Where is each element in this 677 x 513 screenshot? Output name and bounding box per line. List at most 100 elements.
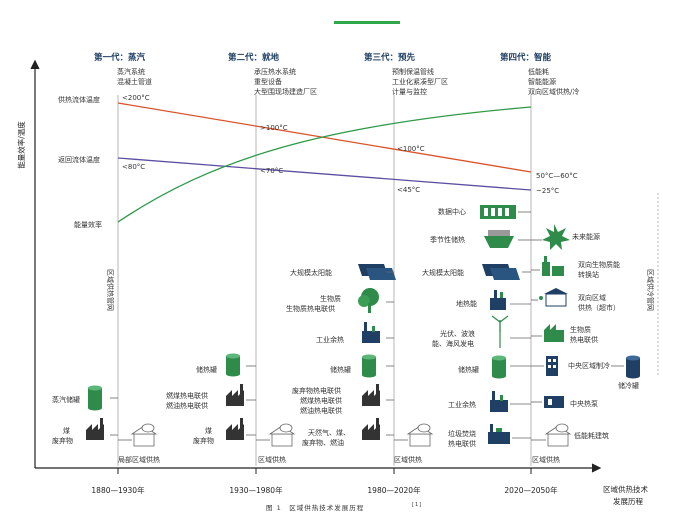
return-temp-gen4: ~25°C — [536, 187, 559, 195]
gen1-title: 第一代：蒸汽 — [94, 52, 146, 63]
gen4-title: 第四代：智能 — [500, 52, 552, 63]
period-1: 1880—1930年 — [91, 485, 145, 495]
gen4-data-center-label: 数据中心 — [438, 207, 466, 216]
return-temp-gen1: <80°C — [122, 163, 145, 171]
gen4-central-cooling-label: 中央区域制冷 — [568, 361, 610, 370]
gen4-central-heat-pump-label: 中央热泵 — [570, 399, 598, 408]
gen4-incineration-label-1: 垃圾焚烧 — [448, 429, 476, 438]
x-ticks — [117, 468, 532, 474]
gen4-future-energy-label: 未来能源 — [572, 232, 600, 241]
supply-temperature-curve — [117, 102, 532, 173]
building-icon — [544, 423, 572, 447]
data-center-icon — [480, 205, 516, 219]
gen3-solar-label: 大规模太阳能 — [290, 268, 332, 277]
gen1-connectors — [110, 397, 132, 441]
gen2-district-heating-label: 区域供热 — [258, 455, 286, 464]
gen4-left-system: 数据中心 季节性储热 大规模太阳能 地热能 光伏、波浪 能、海风发电 — [422, 205, 531, 448]
gen3-industrial-heat-label: 工业余热 — [316, 335, 344, 344]
gen3-title: 第三代：预先 — [364, 52, 416, 63]
supply-temp-gen2: >100°C — [260, 124, 288, 132]
energy-efficiency-curve — [117, 106, 532, 223]
gen4-low-energy-building-label: 低能耗建筑 — [574, 431, 609, 440]
gen3-desc-3: 计量与监控 — [392, 87, 427, 96]
factory-icon — [86, 418, 104, 440]
gen3-oil-chp-label: 燃油热电联供 — [300, 406, 342, 415]
gen4-renewable-label-2: 能、海风发电 — [432, 339, 474, 348]
building-icon — [130, 423, 158, 447]
gen4-bio-conversion-label-2: 转换站 — [578, 270, 599, 279]
heat-pump-icon — [544, 396, 564, 408]
gen1-system: 蒸汽储罐 煤 废弃物 局部区域供热 — [52, 385, 160, 464]
x-axis-label-2: 发展历程 — [613, 496, 643, 506]
gen3-fuels-label-1: 天然气、煤、 — [308, 428, 350, 437]
gen3-waste-chp-label: 废弃物热电联供 — [292, 386, 341, 395]
building-icon — [268, 423, 296, 447]
gen2-connectors — [246, 365, 270, 441]
return-temperature-curve — [117, 157, 532, 191]
return-curve-label: 返回流体温度 — [58, 155, 100, 164]
gen3-system: 大规模太阳能 生物质 生物质热电联供 工业余热 储热罐 废弃物热电联供 燃煤热电… — [286, 264, 434, 464]
gen4-right-system: 未来能源 双向生物质能 转换站 双向区域 供热（超市） 生物质 热电联供 中央区… — [531, 224, 640, 464]
temperature-labels: <200°C >100°C <100°C 50°C—60°C <80°C <70… — [122, 94, 578, 195]
gen2-coal-label: 煤 — [205, 426, 212, 435]
gen4-bio-conversion-label-1: 双向生物质能 — [578, 260, 620, 269]
future-energy-icon — [542, 224, 570, 250]
building-icon — [406, 423, 434, 447]
gen4-bidirectional-label-2: 供热（超市） — [578, 303, 620, 312]
figure-caption-ref: [1] — [412, 502, 422, 508]
gen4-desc-3: 双向区域供热/冷 — [528, 87, 579, 96]
gen1-local-heating-label: 局部区域供热 — [118, 455, 160, 464]
solar-panel-icon — [358, 264, 396, 280]
gen2-desc-3: 大型围现场建造厂区 — [254, 87, 317, 96]
gen2-title: 第二代：就地 — [228, 52, 280, 63]
gen4-left-connectors — [510, 211, 531, 439]
gen4-bidirectional-label-1: 双向区域 — [578, 293, 606, 302]
gen1-desc-2: 混凝土管道 — [117, 77, 152, 86]
figure-caption: 图 1 区域供热技术发展历程 — [266, 503, 364, 512]
gen3-desc-1: 预制保温管线 — [392, 67, 434, 76]
gen2-desc-2: 重型设备 — [254, 77, 282, 86]
return-temp-gen3: <45°C — [397, 186, 420, 194]
seasonal-storage-icon — [484, 230, 514, 248]
tank-icon — [88, 385, 102, 411]
gen4-seasonal-storage-label: 季节性储热 — [430, 235, 465, 244]
gen3-connectors — [386, 271, 408, 441]
gen4-geothermal-label: 地热能 — [456, 299, 477, 308]
factory-icon — [362, 418, 380, 440]
gen2-oil-chp-label: 燃油热电联供 — [166, 401, 208, 410]
gen4-desc-1: 低能耗 — [528, 67, 549, 76]
x-axis-label-1: 区域供热技术 — [603, 484, 648, 494]
gen4-district-heating-label: 区域供热 — [532, 455, 560, 464]
gen3-biomass-label: 生物质 — [320, 294, 341, 303]
gen4-desc-2: 智能能源 — [528, 77, 556, 86]
gen1-desc-1: 蒸汽系统 — [117, 67, 145, 76]
top-accent-bar — [334, 21, 400, 24]
factory-icon — [226, 384, 244, 406]
period-3: 1980—2020年 — [367, 485, 421, 495]
incineration-icon — [488, 424, 510, 444]
gen1-waste-label: 废弃物 — [52, 436, 73, 445]
factory-icon — [226, 418, 244, 440]
supply-temp-gen4: 50°C—60°C — [536, 172, 578, 180]
period-4: 2020—2050年 — [504, 485, 558, 495]
gen2-coal-chp-label: 燃煤热电联供 — [166, 391, 208, 400]
supply-curve-label: 供热流体温度 — [58, 95, 100, 104]
gen3-biomass-chp-label: 生物质热电联供 — [286, 304, 335, 313]
gen4-right-connectors — [531, 239, 624, 441]
factory-icon — [362, 384, 380, 406]
supermarket-icon — [539, 288, 568, 307]
cooling-network-label: 区域供冷管网 — [646, 269, 655, 311]
gen4-incineration-label-2: 热电联供 — [448, 439, 476, 448]
supply-temp-gen1: <200°C — [122, 94, 150, 102]
gen3-district-heating-label: 区域供热 — [394, 455, 422, 464]
tank-icon — [226, 353, 240, 377]
period-labels: 1880—1930年 1930—1980年 1980—2020年 2020—20… — [91, 485, 558, 495]
heating-network-label: 区域供热管网 — [106, 269, 115, 311]
gen2-system: 储热罐 燃煤热电联供 燃油热电联供 煤 废弃物 区域供热 — [166, 353, 296, 464]
gen3-coal-chp-label: 燃煤热电联供 — [300, 396, 342, 405]
return-temp-gen2: <70°C — [260, 167, 283, 175]
supply-temp-gen3: <100°C — [397, 145, 425, 153]
period-2: 1930—1980年 — [229, 485, 283, 495]
gen3-storage-label: 储热罐 — [330, 365, 351, 374]
